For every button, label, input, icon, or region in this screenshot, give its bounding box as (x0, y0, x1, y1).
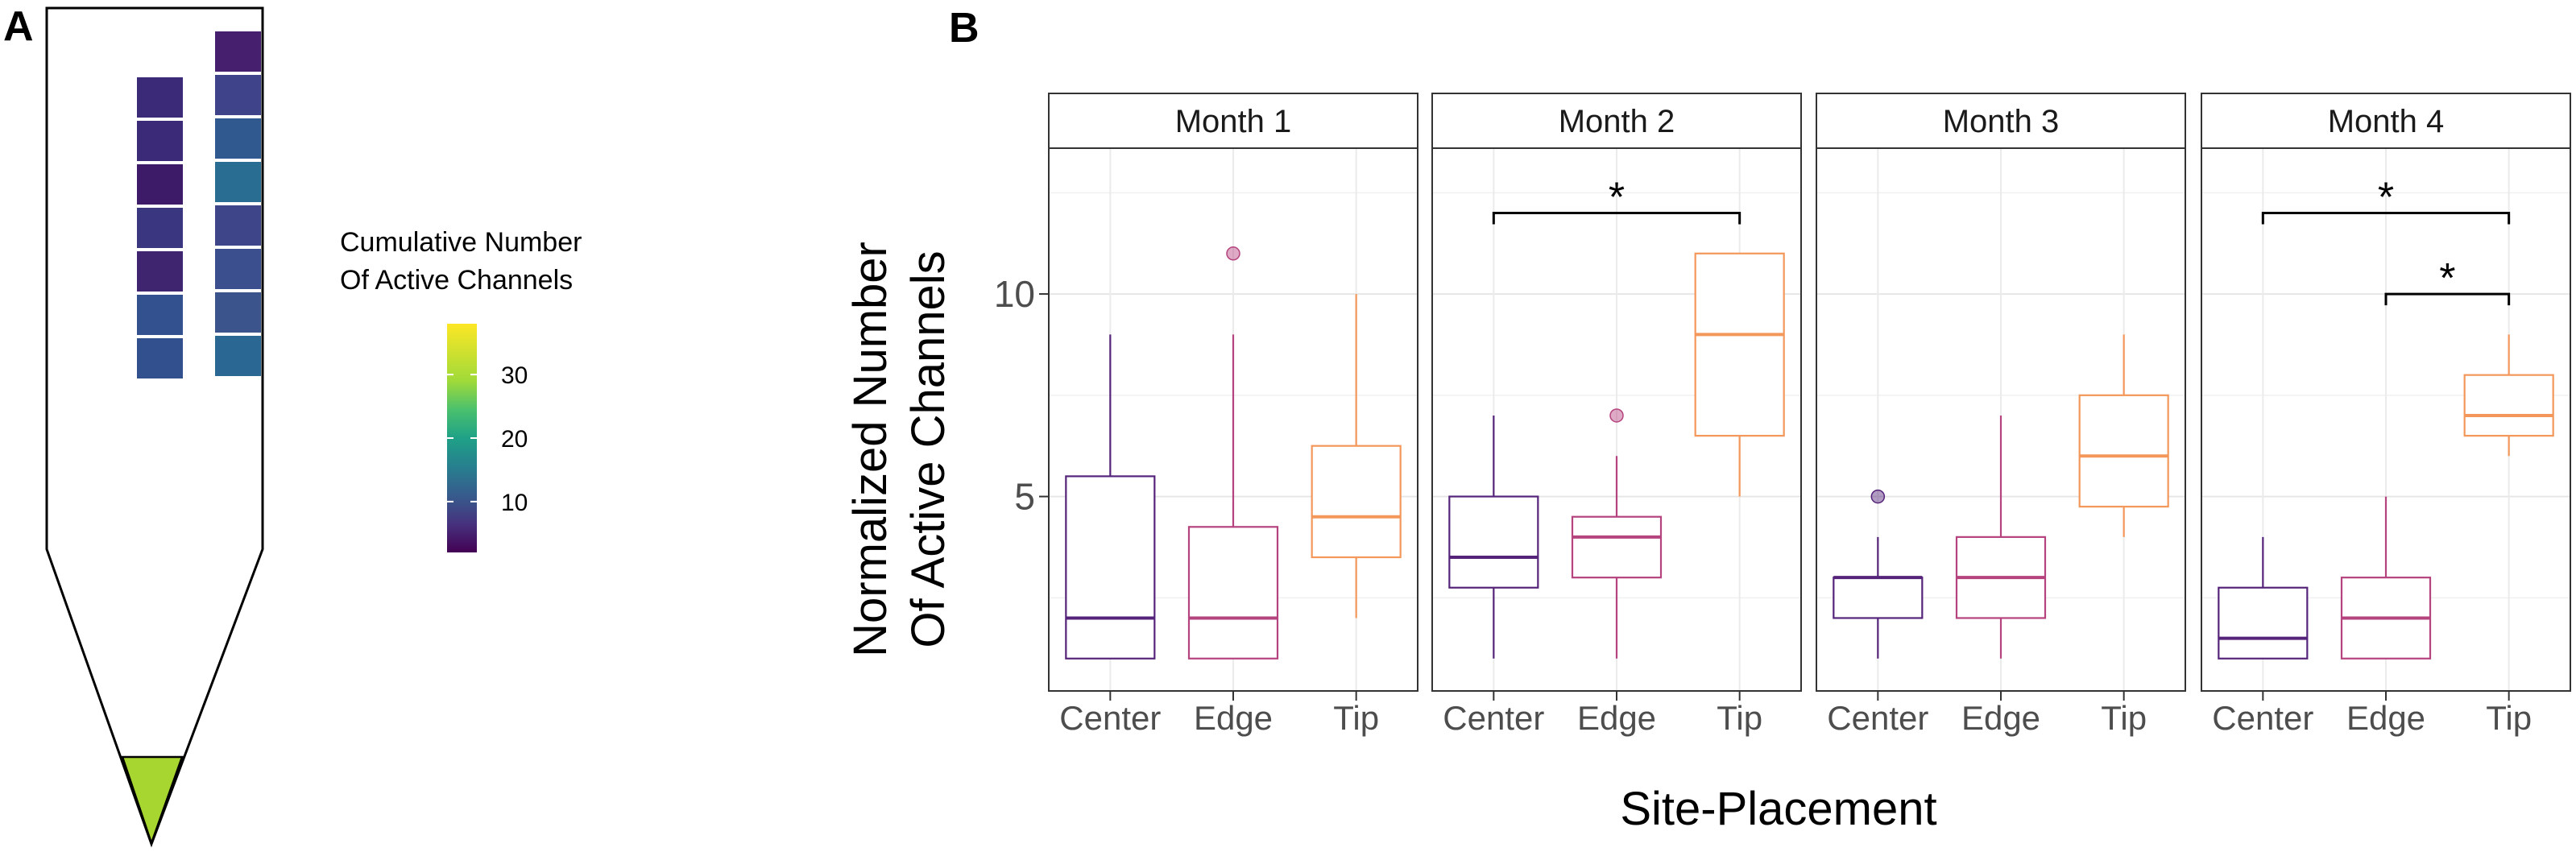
electrode-site-left-2 (137, 121, 183, 161)
electrode-site-right-2 (215, 75, 261, 115)
electrode-site-right-8 (215, 336, 261, 376)
box-edge (1955, 415, 2047, 659)
x-tick-label: Edge (1961, 699, 2040, 737)
y-tick-label: 5 (1014, 476, 1035, 518)
significance-bracket: * (2384, 255, 2511, 306)
facet-strip-label: Month 4 (2328, 104, 2445, 139)
box-iqr (1448, 495, 1539, 589)
box-edge (1571, 408, 1663, 659)
facets: 5 10 Month 1 Center Edge Tip * Month 2 Center Edg… (994, 93, 2571, 737)
electrode-site-left-5 (137, 251, 183, 292)
facet-strip-label: Month 3 (1943, 104, 2060, 139)
outlier-point (1226, 246, 1240, 261)
box-tip (1311, 294, 1402, 618)
panel-a-label: A (3, 3, 34, 50)
probe-shank-outline (45, 6, 264, 848)
facet-strip (1816, 93, 2186, 149)
electrode-site-left-3 (137, 164, 183, 205)
x-tick-label: Edge (2346, 699, 2425, 737)
colorbar-legend: Cumulative Number Of Active Channels 30 2… (340, 227, 582, 552)
facet-strip (1048, 93, 1418, 149)
x-tick-label: Center (2212, 699, 2313, 737)
x-tick-label: Center (1827, 699, 1928, 737)
bracket-line (2261, 211, 2511, 225)
box-iqr (1311, 445, 1402, 559)
x-axis-title: Site-Placement (1620, 783, 1936, 835)
box-edge (1187, 246, 1279, 660)
x-tick-label: Tip (2101, 699, 2147, 737)
panel-b-label: B (949, 5, 979, 52)
box-iqr (2463, 374, 2554, 437)
electrode-site-right-3 (215, 118, 261, 159)
electrode-site-right-7 (215, 292, 261, 333)
x-tick-label: Edge (1194, 699, 1273, 737)
significance-star: * (2378, 174, 2394, 221)
panel-b: B Normalized Number Of Active Channels 5… (844, 5, 2571, 835)
box-tip (1694, 252, 1785, 497)
facet-3: Month 3 Center Edge Tip (1816, 93, 2186, 737)
x-tick-label: Center (1059, 699, 1161, 737)
facet-4: * * Month 4 Center Edge Tip (2201, 93, 2571, 737)
legend-tick-label: 10 (501, 490, 528, 516)
electrode-site-right-5 (215, 205, 261, 246)
probe-tip (121, 755, 184, 846)
box-iqr (1187, 526, 1279, 660)
box-iqr (1065, 475, 1156, 660)
box-edge (2340, 496, 2432, 660)
electrode-site-left-1 (137, 77, 183, 118)
facet-strip (1431, 93, 1802, 149)
electrode-site-right-6 (215, 249, 261, 289)
electrode-site-left-7 (137, 338, 183, 378)
bracket-line (1492, 211, 1741, 225)
facet-strip (2201, 93, 2571, 149)
significance-bracket: * (1492, 174, 1741, 225)
box-tip (2463, 334, 2554, 457)
y-axis-title-line1: Normalized Number (844, 242, 897, 657)
electrode-site-left-6 (137, 295, 183, 335)
electrode-sites (137, 31, 261, 378)
x-tick-label: Tip (1333, 699, 1379, 737)
box-iqr (1833, 577, 1924, 619)
box-iqr (2078, 394, 2169, 508)
box-center (1448, 415, 1539, 659)
outlier-point (1870, 489, 1886, 504)
facet-1: Month 1 Center Edge Tip (1048, 93, 1418, 737)
box-center (1833, 489, 1924, 659)
electrode-site-right-1 (215, 31, 261, 72)
x-tick-label: Center (1443, 699, 1544, 737)
x-tick-label: Tip (1717, 699, 1762, 737)
significance-bracket: * (2261, 174, 2511, 225)
legend-tick-label: 30 (501, 362, 528, 389)
facet-strip-label: Month 2 (1559, 104, 1675, 139)
panel-a: A Cumulative Number Of Active Channels 3… (3, 3, 582, 848)
bracket-line (2384, 292, 2511, 306)
legend-title-line1: Cumulative Number (340, 227, 582, 258)
box-iqr (2218, 586, 2309, 660)
x-tick-label: Edge (1577, 699, 1656, 737)
facet-2: * Month 2 Center Edge Tip (1431, 93, 1802, 737)
box-iqr (1694, 252, 1785, 437)
legend-title-line2: Of Active Channels (340, 265, 573, 296)
outlier-point (1609, 408, 1624, 423)
x-tick-label: Tip (2486, 699, 2532, 737)
electrode-site-right-4 (215, 162, 261, 202)
box-tip (2078, 334, 2169, 537)
electrode-site-left-4 (137, 208, 183, 248)
facet-strip-label: Month 1 (1175, 104, 1292, 139)
significance-star: * (2439, 255, 2455, 302)
y-tick-label: 10 (994, 273, 1035, 315)
significance-star: * (1609, 174, 1625, 221)
box-iqr (1571, 515, 1663, 579)
legend-ticks: 30 20 10 (447, 362, 528, 516)
box-center (1065, 334, 1156, 660)
legend-tick-label: 20 (501, 426, 528, 453)
y-axis-title-line2: Of Active Channels (902, 250, 955, 647)
box-center (2218, 536, 2309, 660)
